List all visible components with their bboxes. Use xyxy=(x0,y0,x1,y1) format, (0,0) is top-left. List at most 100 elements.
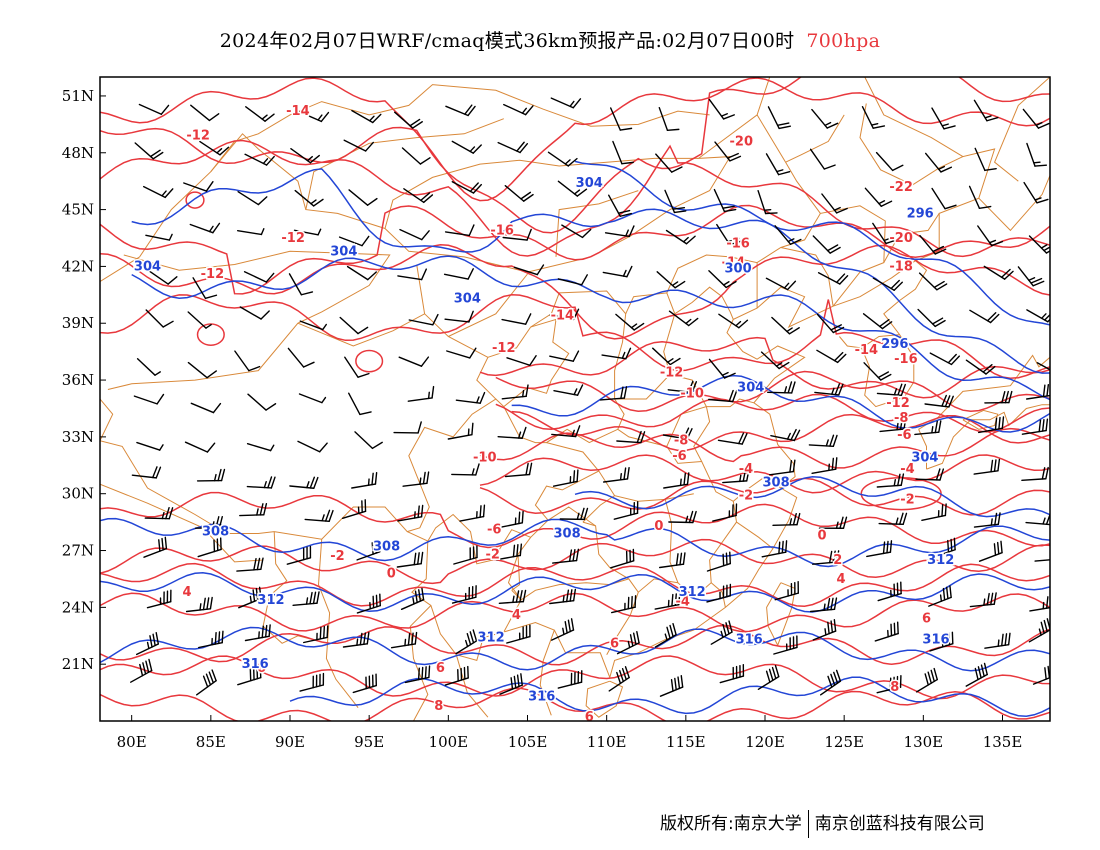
wind-barb xyxy=(397,268,427,281)
wind-barb xyxy=(192,277,218,300)
temperature-label: -12 xyxy=(492,341,516,356)
wind-barb xyxy=(234,350,261,372)
border-line xyxy=(297,313,497,533)
wind-barb xyxy=(768,459,796,476)
wind-barb xyxy=(237,190,268,206)
wind-barb xyxy=(919,234,947,255)
wind-barb xyxy=(708,358,736,379)
wind-barb xyxy=(407,385,435,402)
wind-barb xyxy=(599,386,628,401)
wind-barb xyxy=(610,107,633,131)
wind-barb xyxy=(502,228,532,241)
wind-barb xyxy=(549,588,577,605)
temperature-label: -20 xyxy=(889,231,913,246)
lat-tick-label: 21N xyxy=(62,655,94,673)
temperature-label: -12 xyxy=(186,129,210,144)
temperature-label: -2 xyxy=(330,549,344,564)
wind-barb xyxy=(1023,181,1049,204)
wind-barb xyxy=(561,224,592,239)
wind-barb xyxy=(713,188,737,213)
height-label: 316 xyxy=(736,633,763,648)
height-contour xyxy=(131,255,1050,401)
wind-barb xyxy=(551,618,575,641)
temperature-label: -22 xyxy=(889,180,913,195)
temperature-contour xyxy=(100,244,1050,340)
lat-tick-label: 27N xyxy=(62,542,94,560)
wind-barb xyxy=(189,222,221,234)
temperature-label: 8 xyxy=(890,680,899,695)
height-contour xyxy=(100,571,1050,613)
wind-barb xyxy=(404,665,431,684)
wind-barb xyxy=(767,106,792,130)
wind-barb xyxy=(662,427,693,440)
wind-barb xyxy=(549,308,580,321)
border-line xyxy=(582,493,694,523)
wind-barb xyxy=(616,430,646,444)
wind-barb xyxy=(293,228,322,236)
height-label: 304 xyxy=(134,259,161,274)
wind-barb xyxy=(553,384,584,396)
border-line xyxy=(565,286,834,679)
height-label: 300 xyxy=(725,261,752,276)
border-line xyxy=(756,114,821,214)
temperature-label: 4 xyxy=(183,585,192,600)
wind-barb xyxy=(1026,309,1050,323)
height-contour xyxy=(574,160,1050,326)
footer-divider xyxy=(807,810,809,838)
height-label: 304 xyxy=(576,176,603,191)
temperature-contour xyxy=(100,624,1050,666)
wind-barb xyxy=(197,537,222,558)
wind-barb xyxy=(196,468,226,482)
height-label: 304 xyxy=(911,451,938,466)
border-line xyxy=(710,582,726,608)
lon-tick-label: 115E xyxy=(666,733,706,751)
wind-barb xyxy=(722,468,750,484)
temperature-label: -14 xyxy=(855,343,879,358)
wind-barb xyxy=(616,630,640,655)
wind-barb xyxy=(356,593,381,614)
wind-barb xyxy=(239,306,270,320)
longitude-axis: 80E 85E 90E 95E 100E 105E 110E 115E 120E 125E 130E… xyxy=(117,715,1022,751)
wind-barb xyxy=(497,141,529,154)
wind-barb xyxy=(393,421,422,434)
wind-barb xyxy=(451,140,482,154)
wind-barb xyxy=(288,273,314,296)
wind-barb xyxy=(394,111,423,129)
wind-barb xyxy=(771,316,800,335)
wind-barb xyxy=(447,422,474,440)
height-label: 304 xyxy=(330,244,357,259)
lon-tick-label: 80E xyxy=(117,733,147,751)
wind-barb xyxy=(549,350,580,362)
wind-barb xyxy=(398,356,430,367)
wind-barb xyxy=(714,141,742,162)
temperature-contour xyxy=(100,77,1050,234)
lat-tick-label: 30N xyxy=(62,485,94,503)
wind-barb xyxy=(767,381,796,394)
temperature-label: -20 xyxy=(730,134,754,149)
wind-barb xyxy=(197,630,224,649)
temperature-labels: -14-12-12-12-16-14-12-20-16-14-22-20-18-… xyxy=(181,103,932,721)
wind-barb xyxy=(969,592,997,608)
wind-barb xyxy=(506,624,531,644)
height-label: 316 xyxy=(528,689,555,704)
wind-barb xyxy=(965,662,988,687)
border-line xyxy=(100,483,264,563)
border-line xyxy=(926,404,1050,470)
wind-barb xyxy=(187,361,218,379)
temperature-label: -10 xyxy=(680,386,704,401)
lat-tick-label: 48N xyxy=(62,144,94,162)
wind-barb xyxy=(194,515,223,529)
temperature-label: 0 xyxy=(387,566,396,581)
wind-barb xyxy=(354,431,383,450)
height-label: 308 xyxy=(373,540,400,555)
border-line xyxy=(859,103,964,186)
title-level: 700hpa xyxy=(806,30,881,52)
wind-barb xyxy=(183,180,214,192)
border-line xyxy=(861,334,900,349)
title-main: 2024年02月07日WRF/cmaq模式36km预报产品:02月07日00时 xyxy=(219,30,795,52)
wind-barb xyxy=(453,545,478,565)
lon-tick-label: 105E xyxy=(508,733,548,751)
temperature-label: -2 xyxy=(739,489,753,504)
wind-barb xyxy=(774,225,802,245)
height-label: 316 xyxy=(922,633,949,648)
